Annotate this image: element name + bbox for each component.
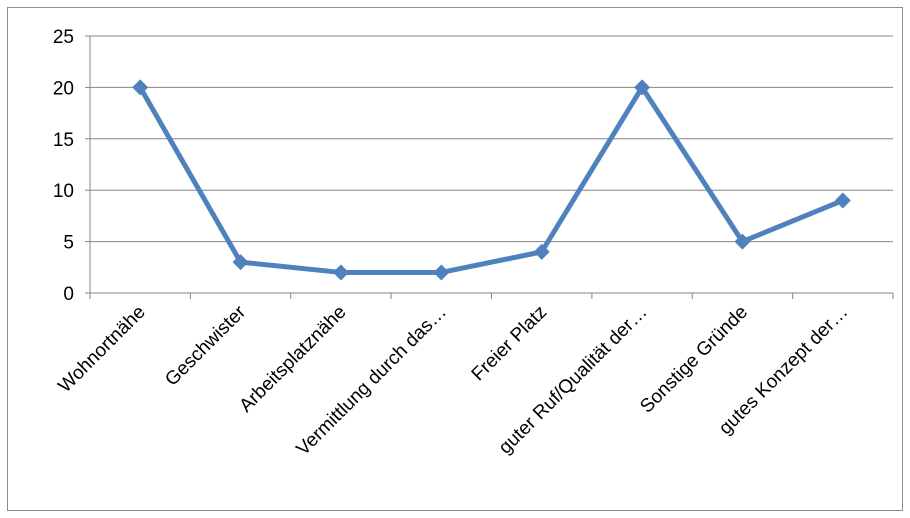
axes [85,35,894,299]
data-point [734,233,751,250]
x-tick-label: Sonstige Gründe [636,302,752,418]
x-tick-label: Arbeitsplatznähe [236,302,351,417]
y-tick-label: 20 [53,78,74,99]
y-tick-label: 15 [53,130,74,151]
data-point [634,79,651,96]
x-tick-labels: Wohnortnähe GeschwisterArbeitsplatznäheVe… [54,301,852,460]
x-tick-label: Freier Platz [468,302,552,386]
gridlines [90,35,893,243]
y-tick-label: 5 [63,233,74,254]
y-tick-label: 10 [53,181,74,202]
data-point [132,79,149,96]
x-tick-label: Wohnortnähe [54,302,149,397]
data-point [232,254,249,271]
y-tick-labels: 0 5 10 15 20 25 [53,27,74,305]
series-group [132,79,851,281]
x-tick-label: Geschwister [161,301,250,390]
series-line [138,84,844,275]
y-tick-label: 25 [53,27,74,48]
y-tick-label: 0 [63,284,74,305]
data-point [433,264,450,281]
data-point [533,243,550,260]
data-point [834,192,851,209]
chart-frame [7,7,903,511]
data-point [332,264,349,281]
